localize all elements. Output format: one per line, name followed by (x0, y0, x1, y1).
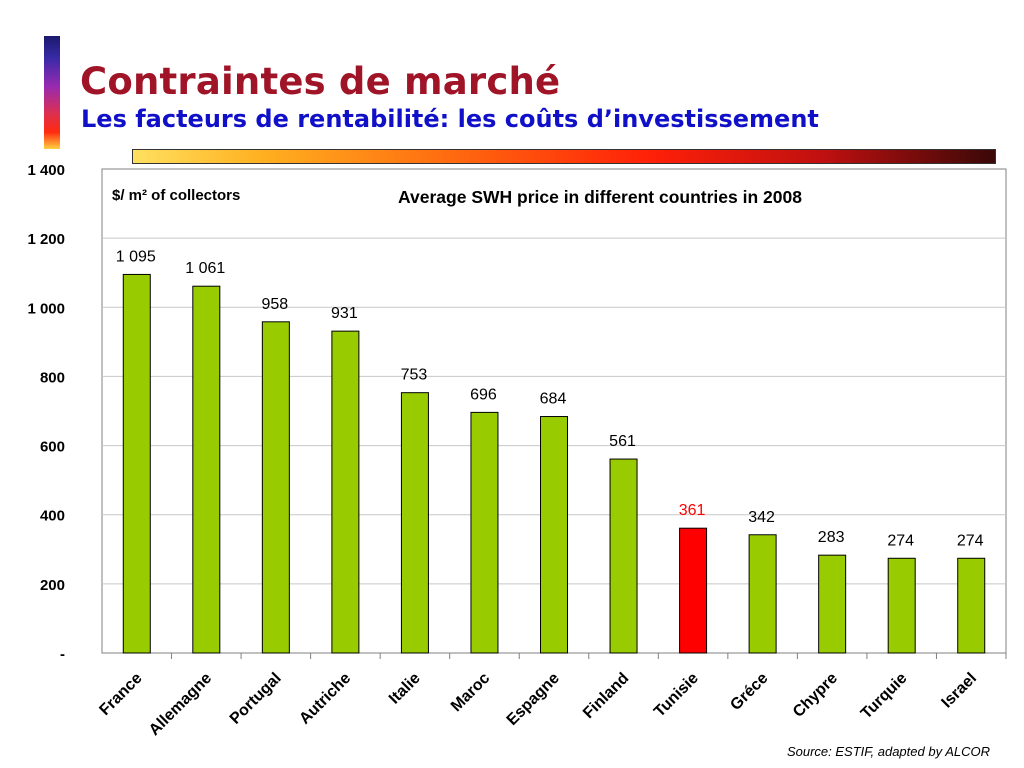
bar-maroc (470, 411, 499, 654)
bar-autriche (331, 330, 360, 654)
x-tick-label: Finland (580, 670, 632, 722)
x-tick-label: Allemagne (146, 670, 215, 739)
x-tick-label: Portugal (227, 670, 285, 728)
x-tick-label: Tunisie (651, 670, 702, 721)
value-label: 958 (261, 296, 288, 313)
bar-portugal (261, 321, 290, 654)
bar-tunisie (679, 527, 708, 654)
x-tick-label: Italie (386, 670, 424, 708)
value-label: 342 (748, 509, 775, 526)
y-tick-label: 1 000 (27, 300, 65, 317)
chart-title: Average SWH price in different countries… (398, 187, 802, 207)
bar-chypre (818, 554, 847, 654)
y-tick-label: 1 400 (27, 162, 65, 179)
y-tick-label: 600 (40, 439, 65, 456)
bars (122, 273, 986, 654)
bar-italie (400, 392, 429, 654)
y-axis-ticks: - 200 400 600 800 1 000 1 200 1 400 (27, 162, 65, 663)
x-tick-label: France (96, 670, 145, 719)
bar-gréce (748, 534, 777, 654)
value-label: 1 061 (185, 260, 225, 277)
bar-france (122, 273, 151, 654)
source-note: Source: ESTIF, adapted by ALCOR (786, 744, 990, 759)
bar-finland (609, 458, 638, 654)
value-label: 753 (401, 367, 428, 384)
y-tick-label: 1 200 (27, 231, 65, 248)
x-tick-label: Israel (938, 670, 980, 712)
x-tick-label: Espagne (504, 670, 563, 729)
page-title: Contraintes de marché (80, 60, 561, 103)
x-tick-label: Chypre (790, 670, 841, 721)
value-label: 274 (887, 532, 914, 549)
bar-allemagne (192, 285, 221, 654)
value-label: 283 (818, 529, 845, 546)
y-tick-label: 400 (40, 508, 65, 525)
vertical-gradient-bar (44, 36, 60, 149)
value-label: 684 (540, 391, 567, 408)
y-tick-label: 200 (40, 577, 65, 594)
x-axis-ticks: France Allemagne Portugal Autriche Italie Mar… (96, 653, 1007, 739)
value-label: 274 (957, 532, 984, 549)
bar-turquie (887, 557, 916, 654)
y-tick-label: - (60, 646, 65, 663)
value-label: 1 095 (116, 248, 156, 265)
value-label: 361 (679, 502, 706, 519)
horizontal-gradient-bar (132, 149, 996, 164)
value-label: 561 (609, 433, 636, 450)
x-tick-label: Autriche (296, 670, 354, 728)
bar-israel (957, 557, 986, 654)
x-tick-label: Gréce (727, 670, 771, 714)
value-label: 931 (331, 305, 358, 322)
x-tick-label: Maroc (448, 670, 493, 715)
value-label: 696 (470, 386, 497, 403)
x-tick-label: Turquie (858, 670, 911, 723)
bar-espagne (540, 416, 568, 654)
y-axis-label: $/ m² of collectors (112, 187, 240, 204)
y-tick-label: 800 (40, 369, 65, 386)
page-subtitle: Les facteurs de rentabilité: les coûts d… (81, 105, 819, 133)
value-labels: 1 095 1 061 958 931 753 696 684 561 361 342 283 274… (116, 248, 984, 549)
